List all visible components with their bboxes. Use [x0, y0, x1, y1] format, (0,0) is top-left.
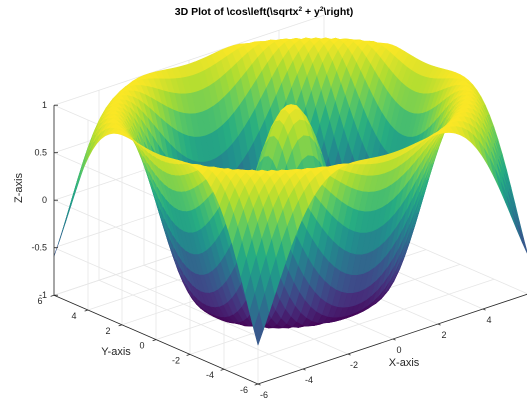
z-tick-label: 0	[42, 195, 47, 205]
y-tick-label: 4	[71, 311, 76, 321]
z-tick-label: -0.5	[31, 243, 47, 253]
back-wall-grid-z	[53, 14, 325, 106]
chart-title: 3D Plot of \cos\left(\sqrtx2 + y2\right)	[175, 6, 354, 18]
y-tick-label: 0	[139, 341, 144, 351]
x-tick-mark	[302, 368, 306, 371]
z-tick-label: 1	[42, 100, 47, 110]
y-tick-label: 2	[105, 326, 110, 336]
y-tick-mark	[220, 368, 225, 371]
y-tick-mark	[50, 294, 55, 297]
x-tick-label: -4	[305, 375, 313, 385]
x-tick-label: 4	[486, 315, 491, 325]
y-tick-mark	[186, 354, 191, 356]
x-tick-mark	[392, 338, 396, 341]
side-wall-grid-z	[53, 247, 259, 337]
x-axis-label: X-axis	[389, 357, 420, 369]
x-tick-label: 2	[441, 330, 446, 340]
x-tick-mark	[437, 323, 441, 326]
floor-grid-y	[223, 278, 495, 370]
y-axis-label: Y-axis	[101, 346, 131, 358]
x-tick-mark	[257, 383, 261, 386]
y-tick-label: 6	[37, 296, 42, 306]
x-tick-mark	[482, 308, 486, 311]
x-tick-label: -2	[350, 360, 358, 370]
y-tick-mark	[84, 309, 89, 312]
surface-patch	[517, 224, 527, 254]
y-tick-label: -2	[172, 355, 180, 365]
x-tick-label: 0	[396, 345, 401, 355]
y-tick-mark	[254, 383, 259, 386]
y-tick-label: -6	[240, 385, 248, 395]
surface-mesh	[53, 37, 527, 346]
z-tick-label: 0.5	[34, 148, 47, 158]
y-tick-mark	[118, 324, 123, 327]
y-tick-label: -4	[206, 370, 214, 380]
x-tick-mark	[347, 353, 351, 356]
z-axis-label: Z-axis	[13, 173, 25, 203]
y-tick-mark	[152, 339, 157, 342]
z-tick-label: -1	[39, 290, 47, 300]
x-tick-label: -6	[260, 390, 268, 400]
